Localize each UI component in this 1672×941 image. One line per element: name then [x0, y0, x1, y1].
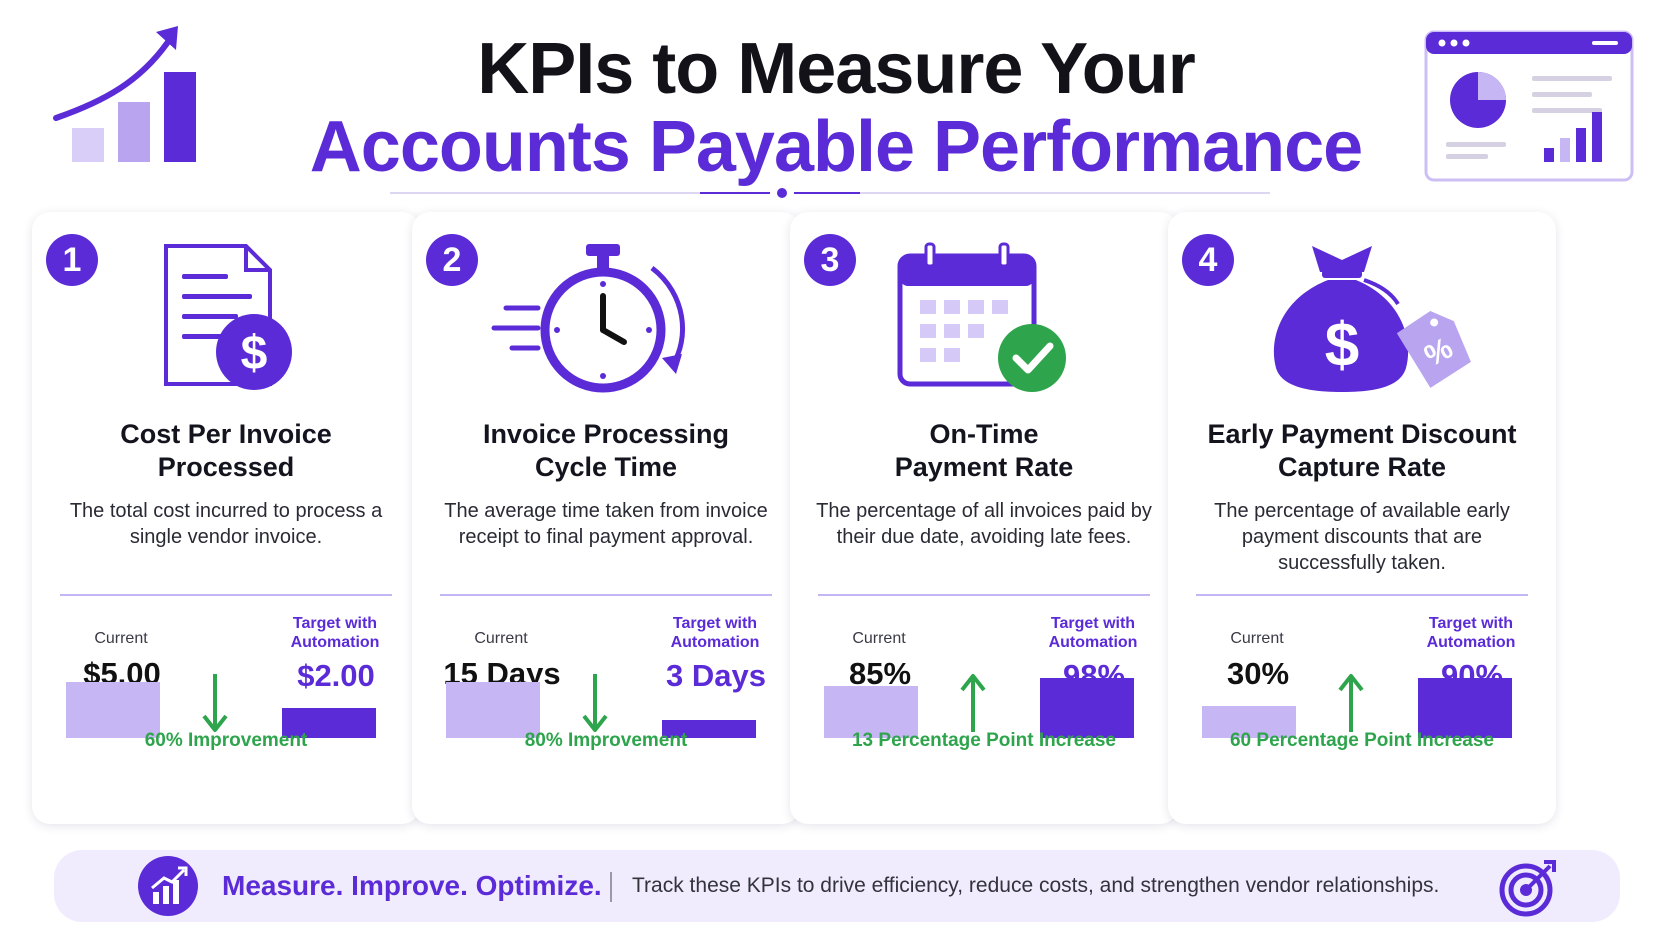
target-label: Target with Automation: [1048, 615, 1138, 651]
card-title: Invoice Processing Cycle Time: [482, 419, 730, 482]
card-number: 4: [1182, 234, 1234, 286]
target-icon: [1499, 860, 1556, 917]
card-separator: [818, 594, 1150, 596]
current-bar: [446, 682, 540, 738]
arrow-up-icon: [1338, 674, 1364, 732]
card-number: 1: [46, 234, 98, 286]
card-description: The percentage of all invoices paid by t…: [816, 500, 1152, 548]
title-line-1: KPIs to Measure Your: [477, 29, 1196, 109]
page-title: KPIs to Measure Your Accounts Payable Pe…: [0, 30, 1672, 186]
card-description: The average time taken from invoice rece…: [444, 500, 768, 548]
card-title: On-Time Payment Rate: [894, 419, 1074, 482]
calendar-check-icon: [897, 242, 1066, 392]
card-description: The percentage of available early paymen…: [1214, 500, 1510, 574]
target-value: $2.00: [297, 658, 375, 693]
title-divider: [390, 188, 1270, 198]
improvement-text: 60 Percentage Point Increase: [1229, 730, 1494, 751]
current-label: Current: [474, 630, 528, 647]
dashboard-icon: [1424, 30, 1634, 182]
card-title: Cost Per Invoice Processed: [120, 419, 332, 482]
target-bar: [282, 708, 376, 738]
footer-tagline: Measure. Improve. Optimize.: [222, 870, 602, 901]
card-description: The total cost incurred to process a sin…: [69, 500, 383, 548]
kpi-card-3: 3 On-Time Payment Rate The percentage of…: [790, 212, 1178, 824]
stopwatch-icon: [491, 244, 686, 393]
money-bag-discount-icon: $ %: [1273, 246, 1471, 392]
arrow-down-icon: [202, 674, 228, 732]
card-number: 2: [426, 234, 478, 286]
svg-text:$: $: [241, 327, 268, 380]
card-title: Early Payment Discount Capture Rate: [1207, 419, 1517, 482]
current-label: Current: [1230, 630, 1284, 647]
target-label: Target with Automation: [670, 615, 760, 651]
target-bar: [1418, 678, 1512, 738]
current-bar: [66, 682, 160, 738]
improvement-text: 60% Improvement: [144, 730, 308, 751]
kpi-card-2: 2 Invoice Processing Cycle Time The aver…: [412, 212, 800, 824]
current-value: 85%: [848, 656, 912, 691]
card-separator: [1196, 594, 1528, 596]
arrow-down-icon: [582, 674, 608, 732]
target-label: Target with Automation: [1426, 615, 1516, 651]
invoice-dollar-icon: $: [164, 244, 292, 390]
current-label: Current: [94, 630, 148, 647]
improvement-text: 80% Improvement: [524, 730, 688, 751]
growth-chart-icon: [53, 26, 196, 162]
current-bar: [1202, 706, 1296, 738]
current-bar: [824, 686, 918, 738]
improvement-text: 13 Percentage Point Increase: [851, 730, 1116, 751]
title-line-2: Accounts Payable Performance: [309, 107, 1363, 187]
card-separator: [440, 594, 772, 596]
target-label: Target with Automation: [290, 615, 380, 651]
current-label: Current: [852, 630, 906, 647]
current-value: 30%: [1226, 656, 1290, 691]
card-number: 3: [804, 234, 856, 286]
card-separator: [60, 594, 392, 596]
target-bar: [1040, 678, 1134, 738]
arrow-up-icon: [960, 674, 986, 732]
kpi-card-1: 1 $ Cost Per Invoice Processed The total…: [32, 212, 420, 824]
target-value: 3 Days: [666, 658, 766, 693]
bar-chart-icon: [138, 856, 198, 916]
footer-banner: Measure. Improve. Optimize. Track these …: [54, 850, 1620, 922]
kpi-card-4: 4 $ % Early Payment Discount Capture Rat…: [1168, 212, 1556, 824]
svg-text:$: $: [1325, 311, 1359, 380]
footer-divider: [610, 872, 612, 902]
footer-text: Track these KPIs to drive efficiency, re…: [632, 874, 1440, 897]
target-bar: [662, 720, 756, 738]
